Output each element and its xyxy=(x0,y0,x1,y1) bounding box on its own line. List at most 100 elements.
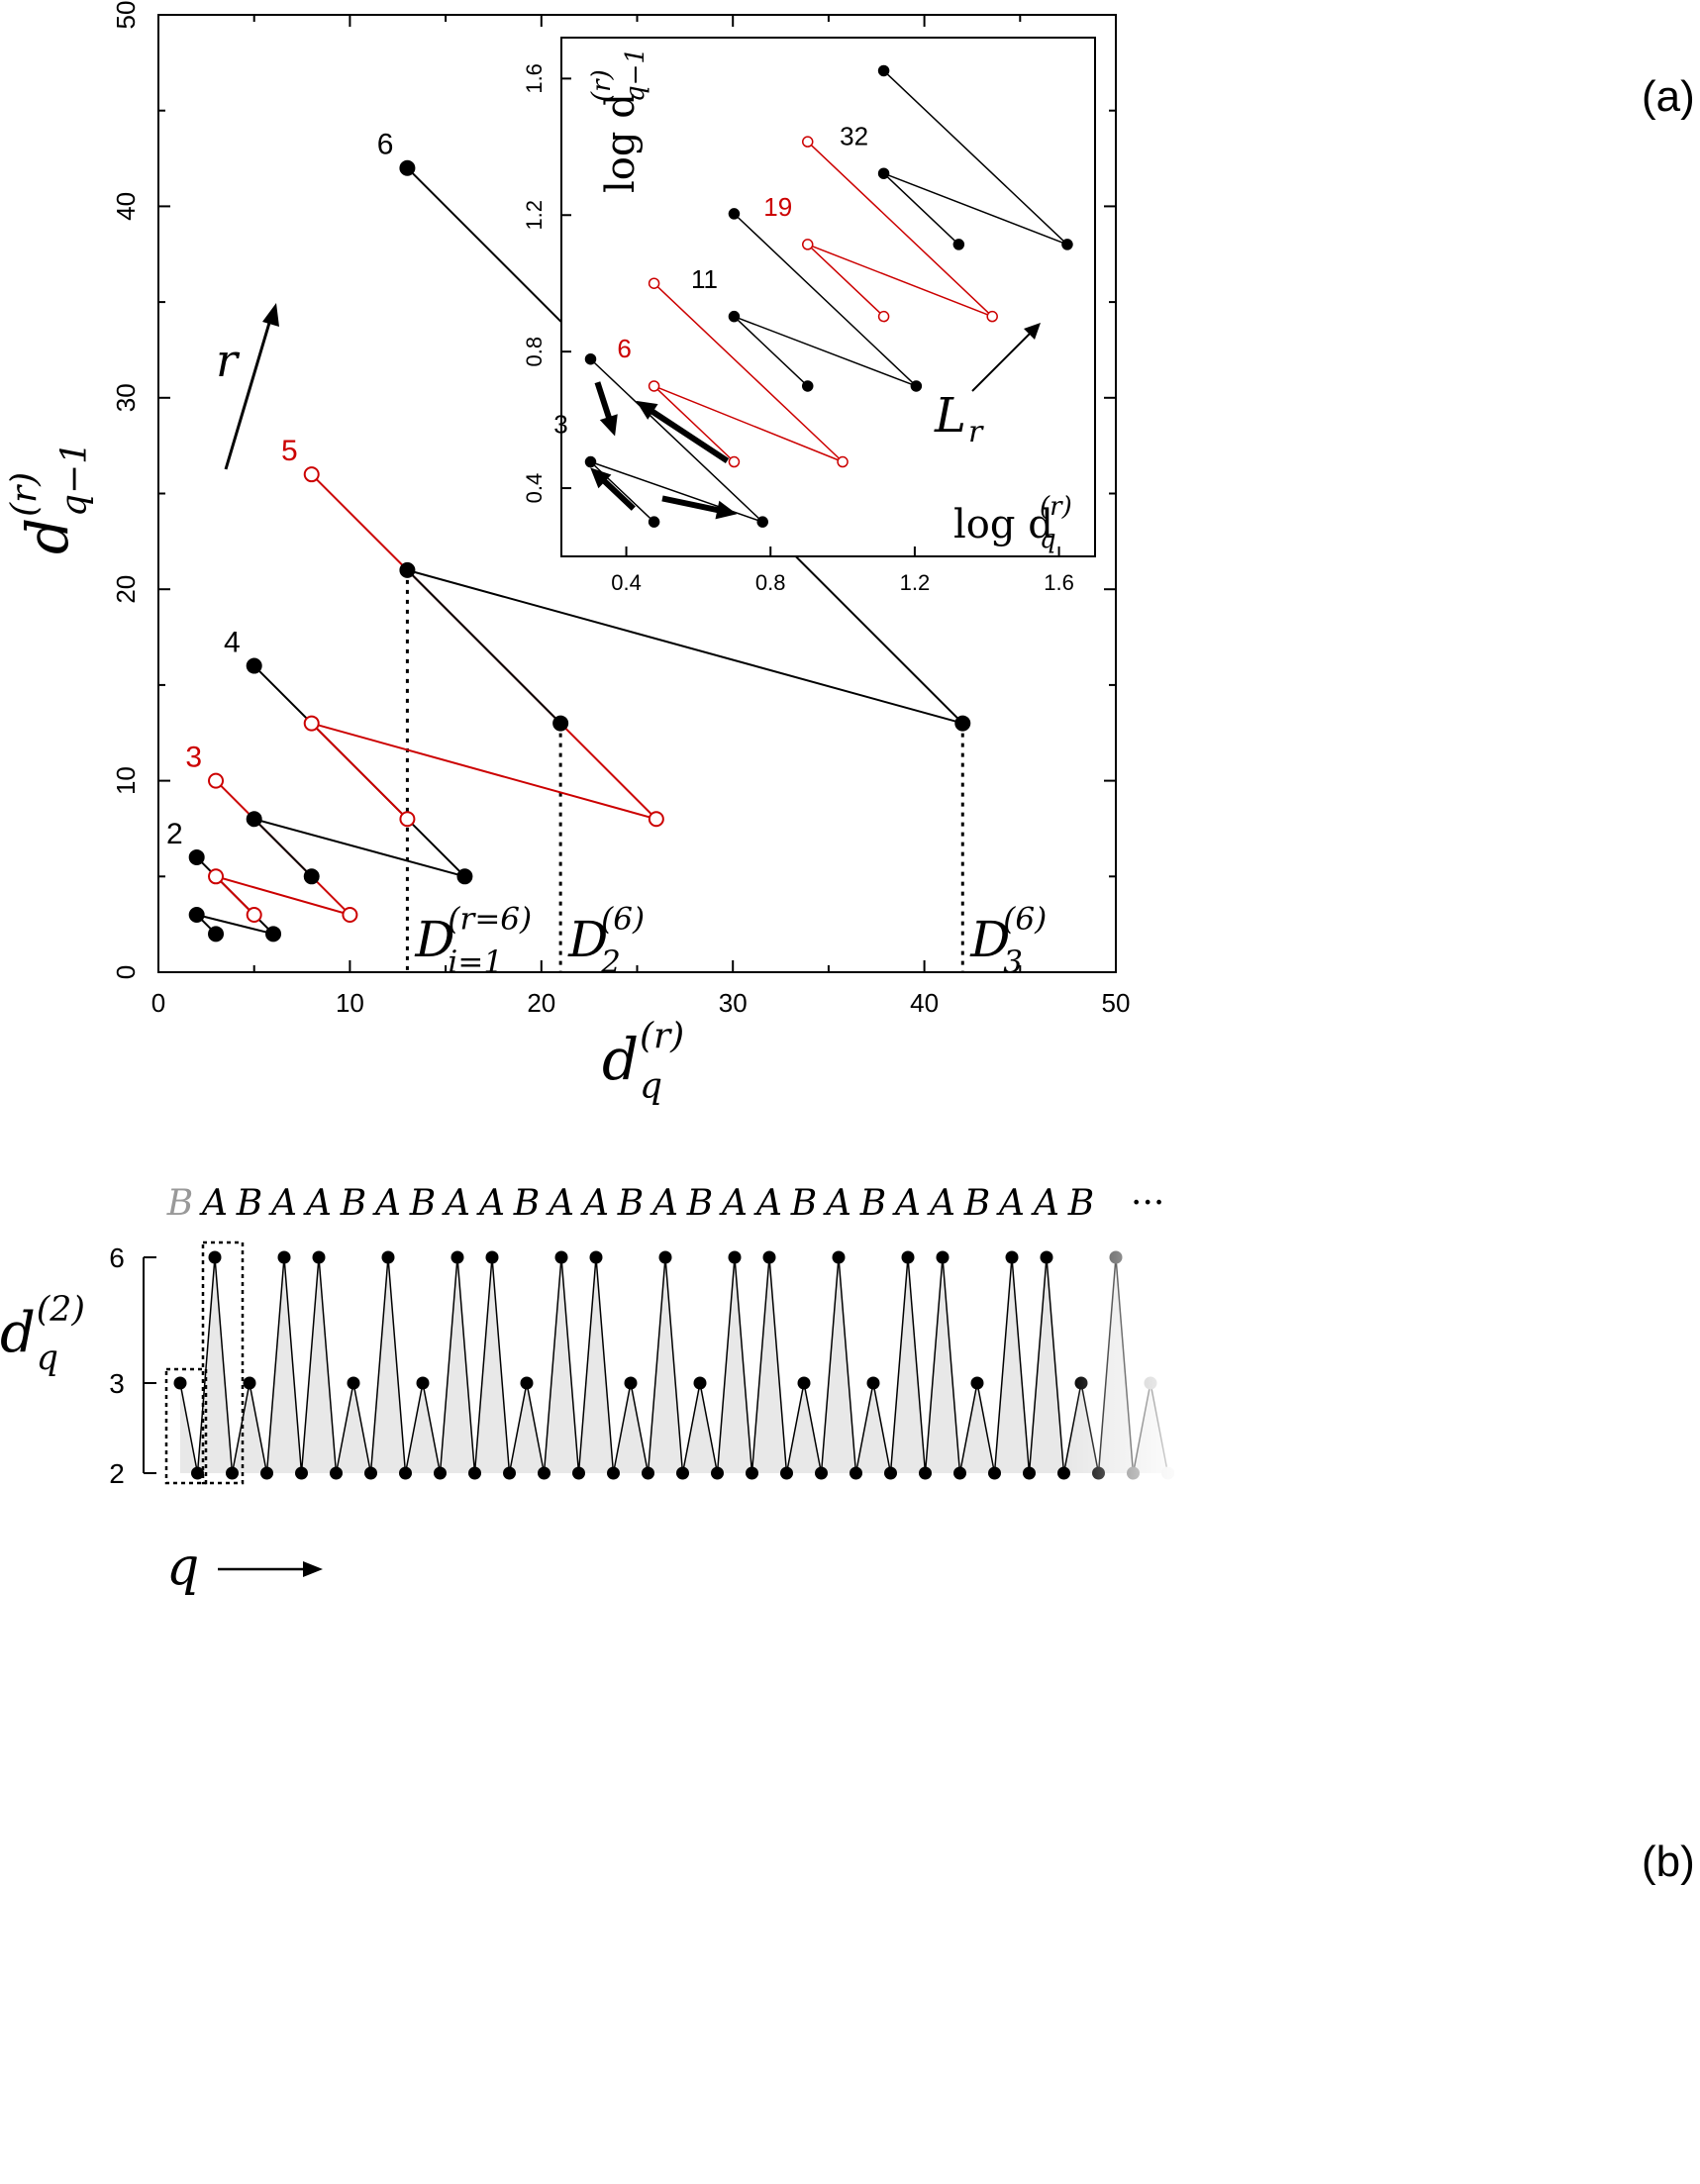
inset-x-tick-label: 1.6 xyxy=(1044,570,1074,595)
lr-label-sub: r xyxy=(968,415,984,449)
series-label-2: 2 xyxy=(166,818,183,850)
inset-data-point xyxy=(648,277,660,289)
data-point xyxy=(265,926,282,943)
b-y-label-sup: (2) xyxy=(37,1290,85,1330)
sequence-letter: B xyxy=(340,1183,366,1224)
data-point xyxy=(399,561,416,578)
b-fade-overlay xyxy=(1069,1242,1178,1485)
annotation-label-sub: i=1 xyxy=(448,944,503,980)
b-point xyxy=(728,1250,742,1264)
y-axis-label-sub: q−1 xyxy=(54,442,95,517)
lr-arrow-line xyxy=(971,327,1037,392)
lr-label-main: L xyxy=(934,388,966,444)
b-point xyxy=(815,1466,828,1480)
inset-y-tick-label: 1.2 xyxy=(522,200,547,231)
annotation-label-sub: 2 xyxy=(600,944,621,980)
q-arrow-head xyxy=(303,1561,323,1577)
b-point xyxy=(589,1250,603,1264)
inset-data-point xyxy=(837,455,849,468)
inset-series-label-11: 11 xyxy=(691,264,718,294)
b-point xyxy=(538,1466,550,1480)
data-point xyxy=(208,868,225,885)
inset-data-point xyxy=(728,310,741,323)
inset-series-line-6 xyxy=(653,282,844,463)
sequence-letter: A xyxy=(1031,1183,1059,1224)
data-point xyxy=(188,906,205,923)
inset-direction-arrow-head xyxy=(715,500,738,520)
x-tick-label: 20 xyxy=(527,988,555,1018)
inset-data-point xyxy=(801,136,814,148)
inset-y-tick-label: 1.6 xyxy=(522,63,547,94)
y-axis-label-main: d xyxy=(14,518,81,554)
b-point xyxy=(520,1376,534,1390)
b-point xyxy=(746,1466,758,1480)
annotation-label: D2 (6) xyxy=(567,902,645,981)
series-label-5: 5 xyxy=(281,435,298,467)
inset-y-label-main: log d xyxy=(598,93,644,193)
annotation-label: Di=1 (r=6) xyxy=(414,902,532,981)
sequence-letter: A xyxy=(650,1183,678,1224)
sequence-letter: B xyxy=(617,1183,644,1224)
inset-data-point xyxy=(801,239,814,250)
inset-y-label-sub: q−1 xyxy=(621,48,650,102)
b-point xyxy=(173,1376,187,1390)
b-dotted-box-2 xyxy=(201,1241,245,1485)
y-tick-label: 0 xyxy=(111,965,141,979)
inset-direction-arrow xyxy=(661,495,729,516)
b-point xyxy=(260,1466,273,1480)
b-point xyxy=(676,1466,689,1480)
data-point xyxy=(342,906,358,923)
data-point xyxy=(552,715,569,732)
inset-series-line-11 xyxy=(733,213,917,387)
b-point xyxy=(850,1466,862,1480)
inset-data-point xyxy=(648,380,660,392)
annotation-label-main: D xyxy=(969,911,1010,968)
inset-x-tick-label: 0.4 xyxy=(611,570,642,595)
b-point xyxy=(658,1250,672,1264)
inset-series-line-32 xyxy=(883,69,1068,246)
sequence-letter: A xyxy=(372,1183,401,1224)
inset-y-tick-label: 0.4 xyxy=(522,473,547,504)
y-tick-label: 50 xyxy=(111,1,141,30)
x-axis-label: d q (r) xyxy=(602,1016,684,1106)
series-label-3: 3 xyxy=(185,742,202,774)
r-arrow-label: r xyxy=(216,334,241,387)
inset-x-tick-label: 0.8 xyxy=(755,570,786,595)
x-tick-label: 40 xyxy=(910,988,939,1018)
data-point xyxy=(246,657,262,674)
lr-arrow-head xyxy=(1024,323,1041,340)
data-point xyxy=(208,772,225,789)
b-point xyxy=(901,1250,915,1264)
r-arrow-line xyxy=(224,312,274,470)
b-point xyxy=(572,1466,585,1480)
annotation-label-sup: (r=6) xyxy=(448,902,532,938)
inset-direction-arrow xyxy=(643,403,730,463)
inset-data-point xyxy=(877,64,890,77)
b-point xyxy=(330,1466,343,1480)
b-y-label-main: d xyxy=(0,1301,36,1365)
sequence-letter: B xyxy=(790,1183,817,1224)
inset-y-label: log dq−1(r) xyxy=(587,48,650,193)
x-axis-label-sub: q xyxy=(640,1066,662,1107)
data-point xyxy=(208,926,225,943)
b-line xyxy=(179,1256,1169,1474)
x-tick-label: 30 xyxy=(719,988,748,1018)
data-point xyxy=(399,159,416,176)
b-point xyxy=(468,1466,481,1480)
inset-x-label-sup: (r) xyxy=(1040,492,1072,522)
inset-series-label-19: 19 xyxy=(763,192,792,222)
panel-b-label: (b) xyxy=(1642,1837,1695,1886)
b-dotted-box-1 xyxy=(164,1367,208,1485)
b-point xyxy=(554,1250,568,1264)
sequence-ellipsis: ··· xyxy=(1131,1183,1164,1224)
b-point xyxy=(450,1250,464,1264)
b-point xyxy=(607,1466,620,1480)
b-point xyxy=(762,1250,776,1264)
annotation-label-main: D xyxy=(414,911,454,968)
sequence-letter: B xyxy=(963,1183,990,1224)
sequence-letter: B xyxy=(513,1183,540,1224)
b-point xyxy=(970,1376,984,1390)
b-point xyxy=(434,1466,447,1480)
